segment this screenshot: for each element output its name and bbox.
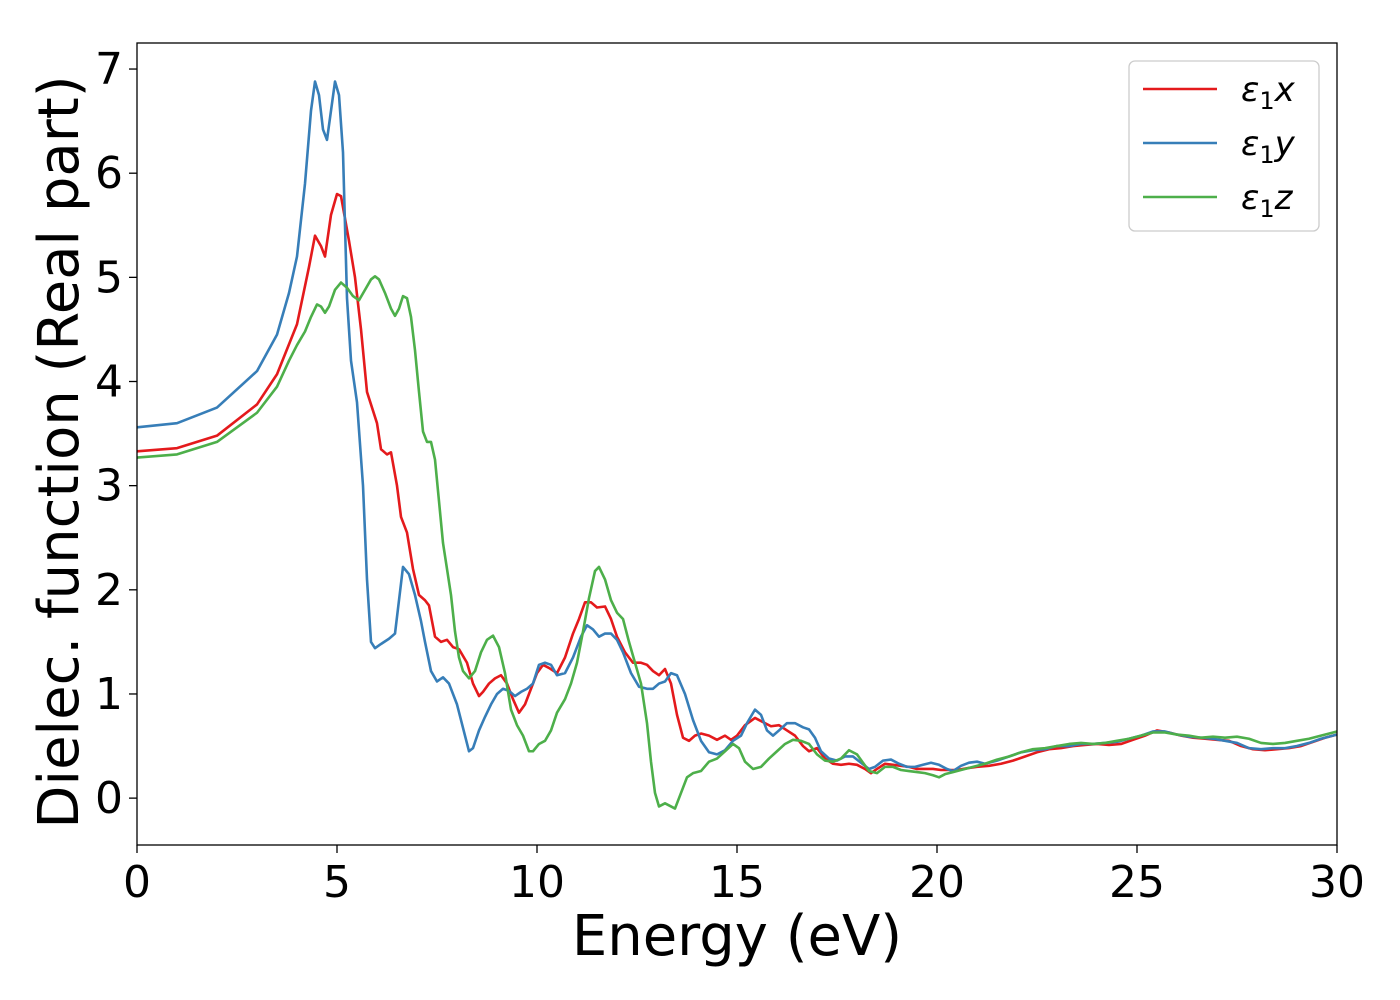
x-tick-label: 15 [709, 857, 765, 908]
x-tick-label: 5 [323, 857, 351, 908]
y-tick-label: 7 [95, 44, 123, 95]
x-tick-label: 30 [1309, 857, 1365, 908]
axes: 0 5 10 15 20 25 30 0 1 2 3 4 5 6 7 [95, 42, 1365, 908]
y-tick-label: 5 [95, 252, 123, 303]
y-tick-label: 3 [95, 461, 123, 512]
legend: ε1x ε1y ε1z [1128, 60, 1320, 232]
x-tick-label: 20 [909, 857, 965, 908]
x-tick-label: 0 [123, 857, 151, 908]
y-tick-label: 6 [95, 148, 123, 199]
plot-area [137, 80, 1337, 810]
series-line-x [137, 192, 1337, 775]
y-tick-label: 4 [95, 357, 123, 408]
y-tick-label: 0 [95, 773, 123, 824]
series-line-z [137, 275, 1337, 810]
y-tick-label: 1 [95, 669, 123, 720]
legend-label: ε1z [1241, 178, 1294, 223]
y-tick-label: 2 [95, 565, 123, 616]
legend-label: ε1y [1241, 124, 1296, 169]
x-axis-title: Energy (eV) [572, 904, 902, 969]
legend-label: ε1x [1241, 70, 1296, 115]
legend-frame [1128, 60, 1320, 232]
x-tick-label: 10 [509, 857, 565, 908]
y-axis-title: Dielec. function (Real part) [27, 75, 92, 828]
x-tick-label: 25 [1109, 857, 1165, 908]
